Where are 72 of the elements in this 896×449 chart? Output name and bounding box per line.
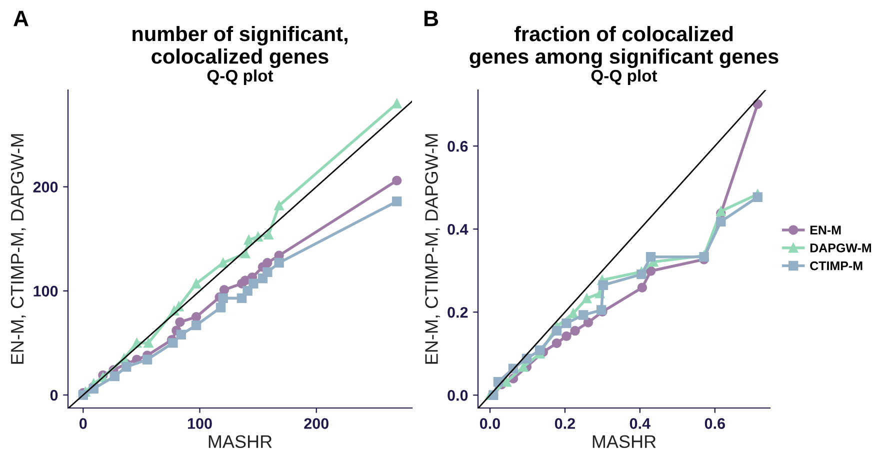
- legend-label: EN-M: [810, 226, 841, 234]
- point: [562, 318, 572, 328]
- y-tick-label: 0.4: [448, 224, 468, 235]
- x-tick-label: 0.2: [554, 418, 575, 429]
- point: [570, 326, 580, 336]
- point: [168, 338, 178, 348]
- point: [699, 252, 709, 262]
- point: [176, 330, 186, 340]
- point: [583, 318, 594, 328]
- y-tick-label: 0.2: [448, 306, 468, 318]
- y-tick-label: 100: [34, 286, 58, 297]
- point: [191, 312, 202, 322]
- point: [262, 267, 272, 278]
- point: [578, 310, 588, 320]
- point: [142, 354, 152, 364]
- point: [274, 258, 284, 268]
- y-tick-label: 0.6: [448, 140, 468, 152]
- point: [218, 258, 228, 268]
- x-tick-label: 0: [80, 418, 87, 429]
- point: [262, 258, 272, 268]
- point: [636, 269, 646, 280]
- x-tick-label: 100: [188, 418, 212, 429]
- x-axis-title: MASHR: [592, 435, 656, 448]
- point: [240, 248, 250, 258]
- text: B: [424, 10, 438, 26]
- point: [552, 326, 562, 336]
- point: [191, 278, 202, 288]
- point: [646, 266, 656, 276]
- point: [144, 338, 154, 348]
- y-tick-label: 200: [33, 182, 58, 192]
- x-tick-label: 200: [304, 418, 328, 429]
- chart-title: fraction of colocalized genes among significant genes: [470, 26, 778, 68]
- y-axis-title: EN-M, CTIMP-M, DAPGW-M: [10, 134, 26, 364]
- point: [518, 362, 528, 372]
- point: [175, 317, 185, 327]
- point: [534, 345, 545, 356]
- text: A: [14, 10, 28, 26]
- legend-label: CTIMP-M: [810, 261, 862, 270]
- y-axis-title: EN-M, CTIMP-M, DAPGW-M: [425, 134, 440, 364]
- legend-label: DAPGW-M: [810, 244, 871, 252]
- point: [568, 308, 578, 318]
- point: [392, 98, 402, 108]
- chart-subtitle: Q-Q plot: [207, 69, 274, 85]
- chart-subtitle: Q-Q plot: [591, 69, 658, 85]
- x-tick-label: 0.4: [630, 418, 650, 429]
- point: [121, 362, 132, 372]
- point: [110, 371, 120, 382]
- point: [716, 216, 726, 226]
- point: [216, 302, 226, 312]
- point: [392, 176, 402, 186]
- point: [264, 230, 274, 240]
- point: [582, 294, 592, 304]
- point: [562, 331, 572, 342]
- point: [637, 282, 648, 292]
- x-axis-title: MASHR: [208, 435, 272, 448]
- chart-title: number of significant, colocalized genes: [132, 26, 348, 68]
- point: [191, 320, 202, 330]
- point: [248, 278, 258, 288]
- point: [242, 286, 252, 296]
- x-tick-label: 0.0: [480, 418, 500, 429]
- point: [752, 192, 762, 202]
- point: [598, 280, 608, 290]
- point: [218, 293, 228, 304]
- y-tick-label: 0.0: [448, 390, 468, 401]
- point: [219, 284, 230, 295]
- point: [646, 252, 656, 262]
- point: [274, 200, 284, 210]
- point: [392, 196, 402, 206]
- x-tick-label: 0.6: [704, 418, 725, 429]
- point: [244, 235, 254, 245]
- point: [552, 338, 562, 348]
- y-tick-label: 0: [50, 390, 58, 401]
